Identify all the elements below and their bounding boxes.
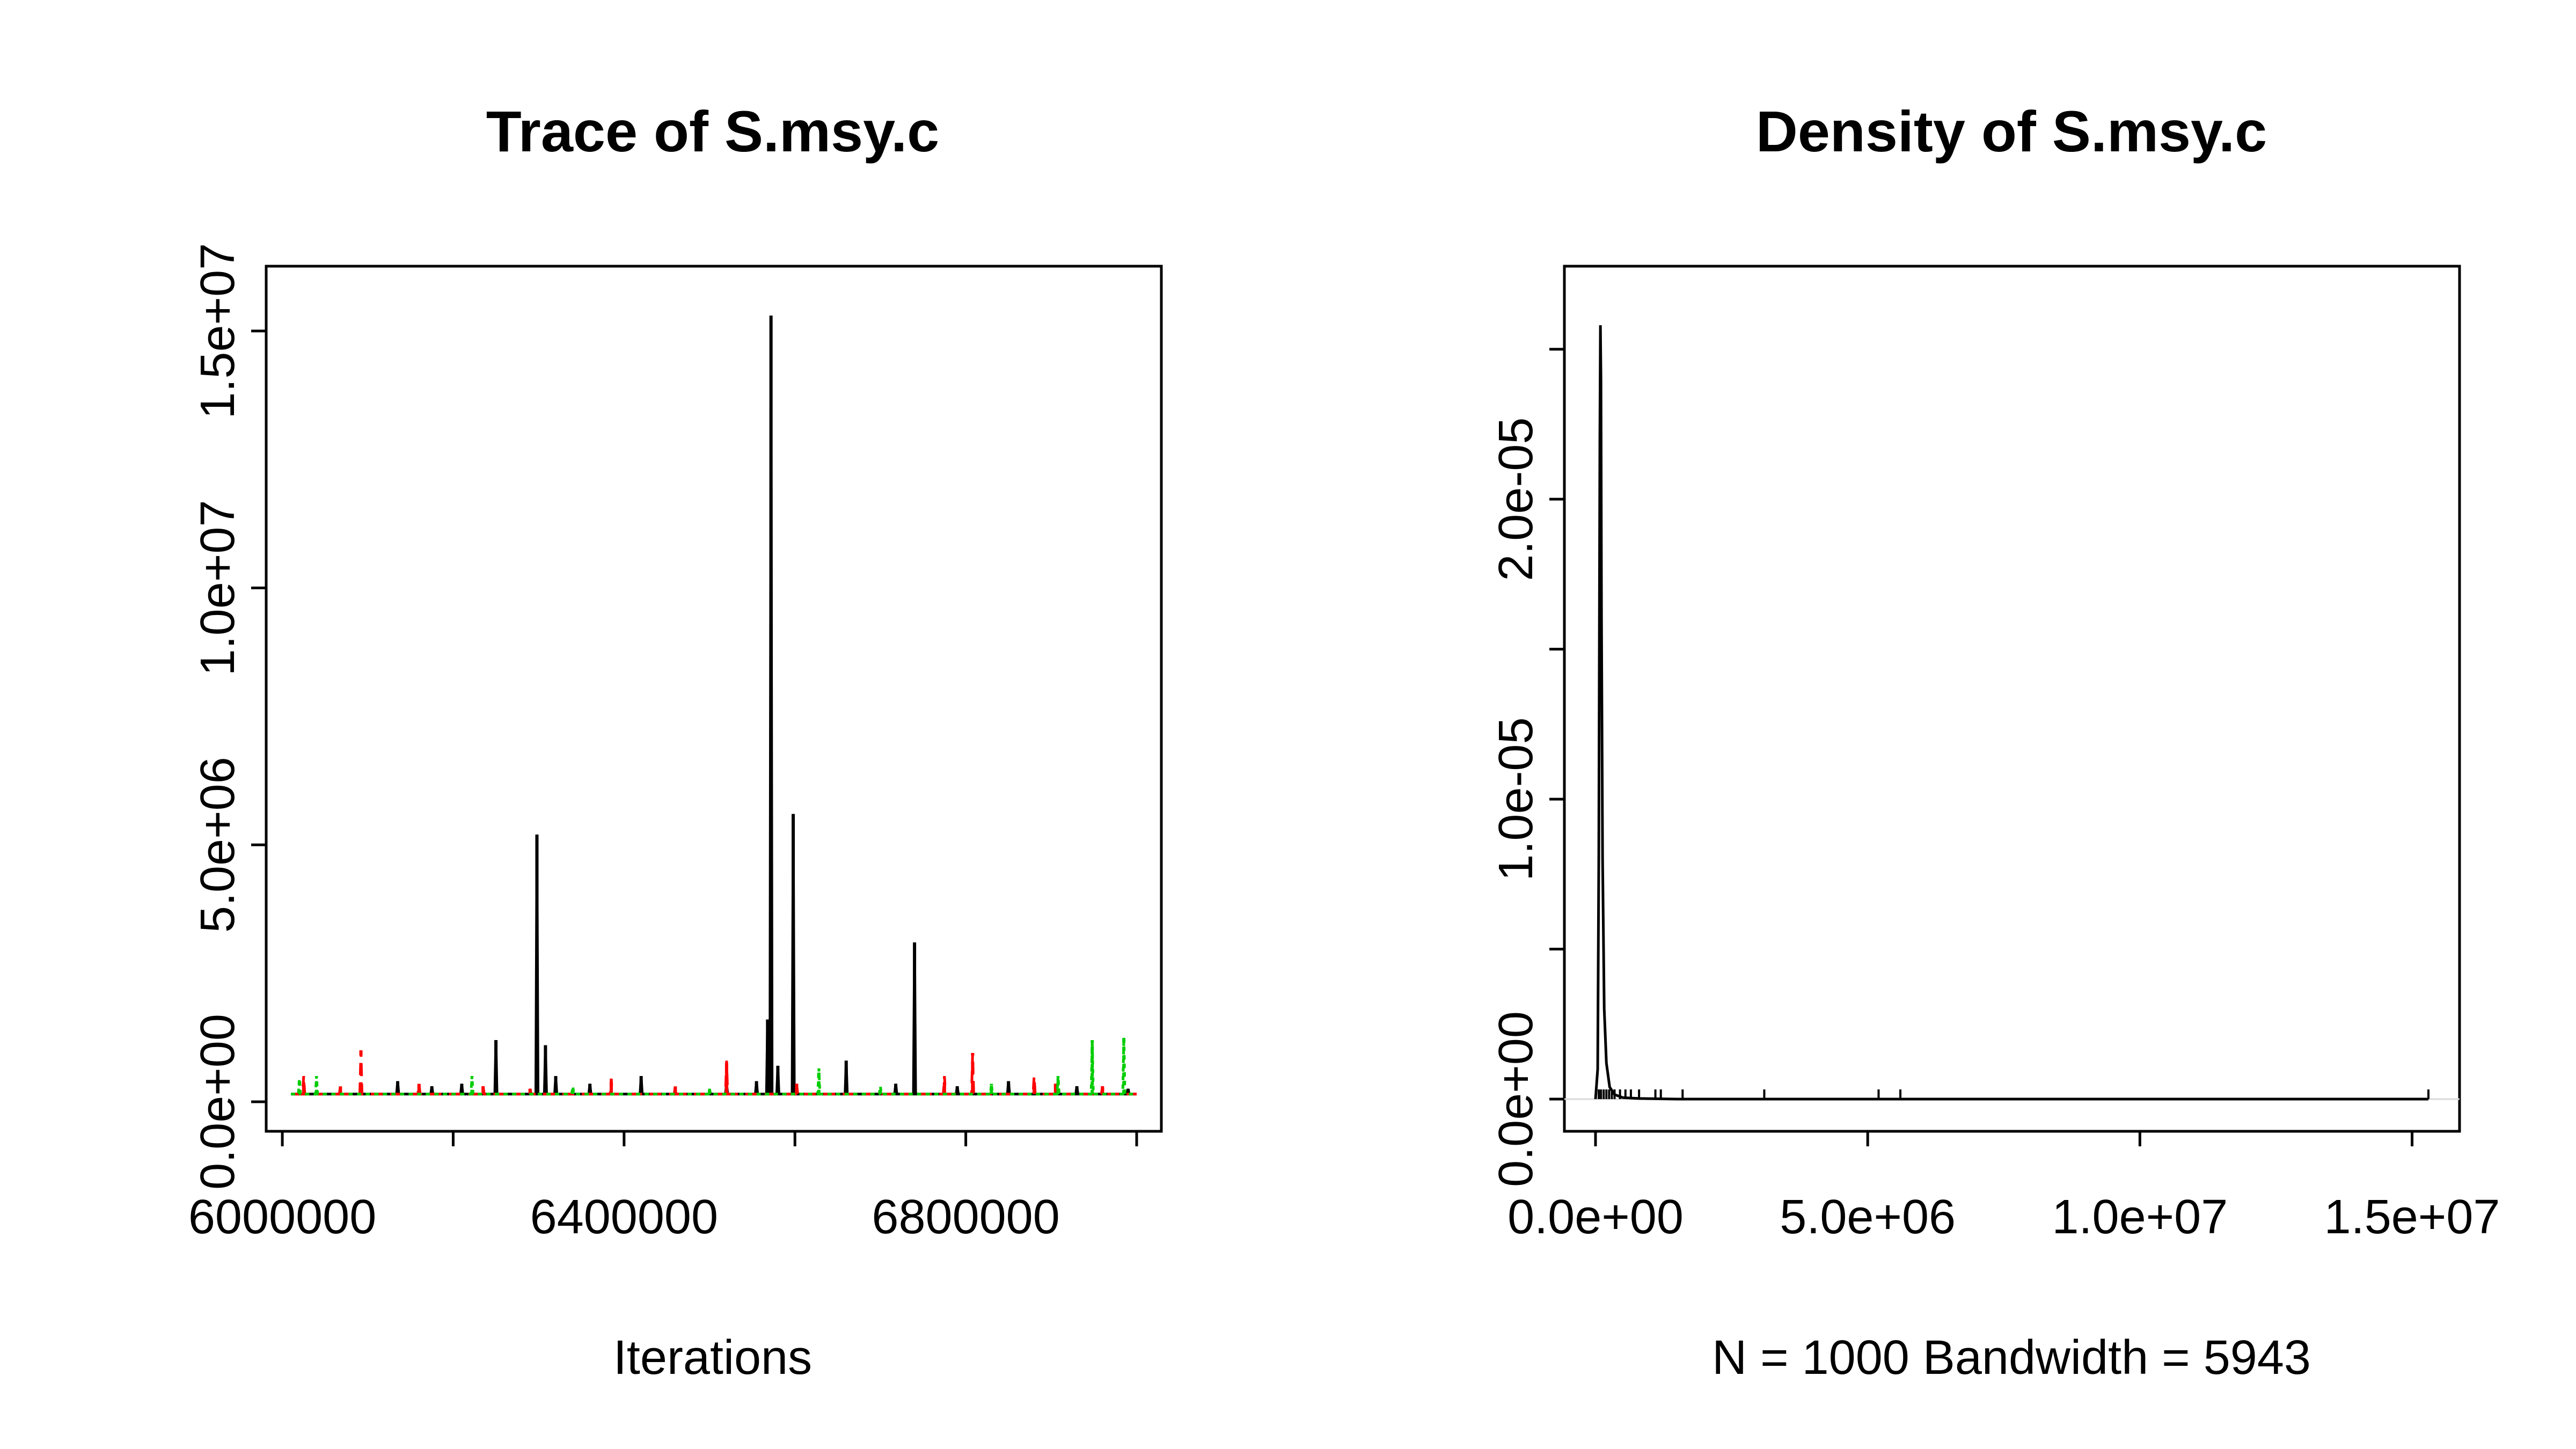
density-y-tick-label: 0.0e+00 (1489, 1011, 1543, 1187)
trace-title: Trace of S.msy.c (486, 99, 939, 164)
density-series-group (1564, 325, 2460, 1101)
density-y-tick-label: 2.0e-05 (1489, 418, 1543, 581)
density-x-tick-label: 5.0e+06 (1780, 1190, 1956, 1244)
trace-x-tick-label: 6000000 (188, 1190, 376, 1244)
trace-y-tick-label: 1.5e+07 (191, 243, 245, 419)
trace-y-tick-label: 5.0e+06 (191, 757, 245, 933)
density-y-axis: 0.0e+00 1.0e-05 2.0e-05 (1489, 348, 1566, 1187)
density-y-tick-label: 1.0e-05 (1489, 717, 1543, 881)
trace-series-line (291, 315, 1137, 1096)
trace-x-axis: 6000000 6400000 6800000 (188, 1130, 1138, 1244)
density-panel: Density of S.msy.c 0.0e+00 5.0e+06 1.0e+07… (1489, 99, 2500, 1385)
density-x-tick-label: 1.0e+07 (2052, 1190, 2228, 1244)
density-x-tick-label: 0.0e+00 (1507, 1190, 1684, 1244)
density-x-axis-label: N = 1000 Bandwidth = 5943 (1712, 1331, 2311, 1385)
trace-y-tick-label: 1.0e+07 (191, 500, 245, 676)
trace-plot-frame (265, 265, 1163, 1133)
trace-series-group (291, 315, 1137, 1096)
trace-y-tick-label: 0.0e+00 (191, 1014, 245, 1190)
trace-x-tick-label: 6400000 (530, 1190, 718, 1244)
density-plot-frame (1563, 265, 2461, 1133)
density-x-axis: 0.0e+00 5.0e+06 1.0e+07 1.5e+07 (1507, 1130, 2500, 1244)
trace-y-axis: 0.0e+00 5.0e+06 1.0e+07 1.5e+07 (191, 243, 268, 1190)
trace-x-axis-label: Iterations (613, 1331, 812, 1385)
density-curve (1594, 325, 2428, 1101)
trace-panel: Trace of S.msy.c 6000000 6400000 6800000 0… (188, 99, 1163, 1385)
density-rug (1598, 1089, 2429, 1099)
trace-x-tick-label: 6800000 (872, 1190, 1059, 1244)
density-x-tick-label: 1.5e+07 (2324, 1190, 2500, 1244)
density-title: Density of S.msy.c (1756, 99, 2267, 164)
